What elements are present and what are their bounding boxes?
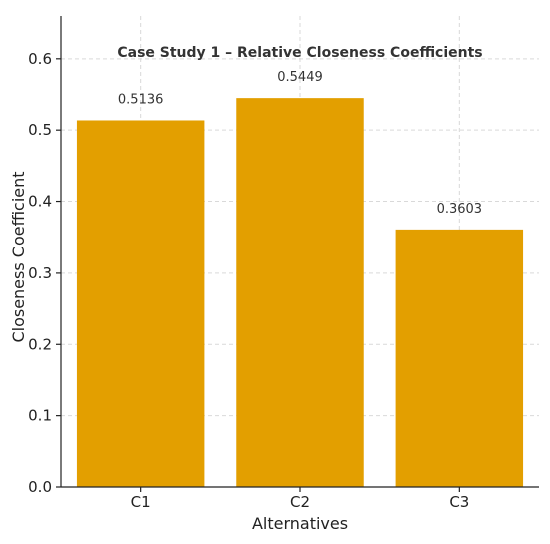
- y-axis-title: Closeness Coefficient: [9, 171, 28, 342]
- y-tick-label: 0.6: [28, 50, 52, 68]
- y-tick-label: 0.5: [28, 121, 52, 139]
- x-tick-label-c2: C2: [290, 493, 310, 511]
- x-tick-labels: C1 C2 C3: [131, 493, 470, 511]
- axes: [56, 16, 539, 492]
- chart-title: Case Study 1 – Relative Closeness Coeffi…: [117, 45, 482, 61]
- y-tick-label: 0.2: [28, 335, 52, 353]
- bar-c3: [395, 229, 524, 487]
- y-tick-label: 0.4: [28, 193, 52, 211]
- bars: [76, 98, 524, 488]
- y-tick-label: 0.0: [28, 478, 52, 496]
- y-tick-label: 0.1: [28, 407, 52, 425]
- y-tick-labels: 0.0 0.1 0.2 0.3 0.4 0.5 0.6: [28, 50, 52, 496]
- data-label-c1: 0.5136: [118, 92, 164, 107]
- y-tick-label: 0.3: [28, 264, 52, 282]
- x-tick-label-c1: C1: [131, 493, 151, 511]
- x-axis-title: Alternatives: [252, 514, 348, 533]
- data-labels: 0.5136 0.5449 0.3603: [118, 70, 482, 217]
- data-label-c2: 0.5449: [277, 70, 323, 85]
- data-label-c3: 0.3603: [437, 202, 483, 217]
- bar-c2: [236, 98, 364, 488]
- bar-c1: [76, 120, 205, 487]
- x-tick-label-c3: C3: [449, 493, 469, 511]
